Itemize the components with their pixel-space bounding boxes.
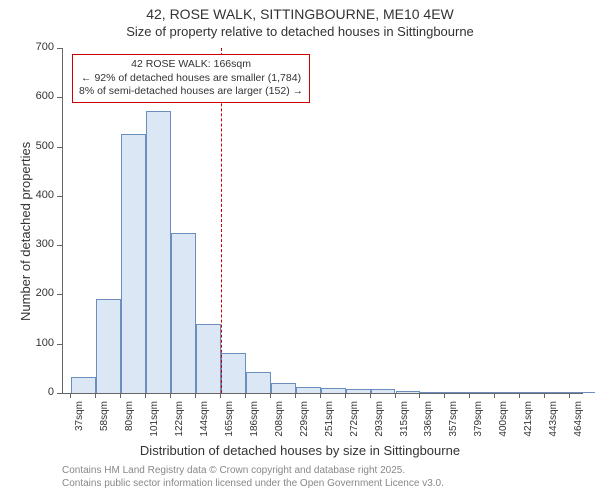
histogram-bar [196,324,221,393]
x-tick [120,393,121,398]
x-tick-label: 464sqm [573,401,584,451]
y-tick-label: 400 [24,189,54,201]
x-tick-label: 208sqm [274,401,285,451]
x-tick-label: 293sqm [374,401,385,451]
x-tick-label: 101sqm [149,401,160,451]
y-tick [57,97,62,98]
x-tick-label: 37sqm [74,401,85,451]
x-tick [195,393,196,398]
annotation-line: 8% of semi-detached houses are larger (1… [79,85,303,99]
y-tick [57,294,62,295]
y-tick [57,245,62,246]
y-tick-label: 700 [24,41,54,53]
x-tick [519,393,520,398]
x-tick [95,393,96,398]
x-tick-label: 144sqm [199,401,210,451]
x-tick [494,393,495,398]
histogram-bar [346,389,371,393]
x-tick [469,393,470,398]
histogram-bar [321,388,346,393]
annotation-box: 42 ROSE WALK: 166sqm← 92% of detached ho… [72,54,310,103]
x-tick-label: 165sqm [224,401,235,451]
histogram-bar [420,392,445,393]
x-tick-label: 400sqm [498,401,509,451]
histogram-bar [396,391,421,393]
x-tick-label: 357sqm [448,401,459,451]
histogram-bar [371,389,396,393]
x-tick [270,393,271,398]
x-tick-label: 336sqm [423,401,434,451]
x-tick [395,393,396,398]
histogram-bar [96,299,121,393]
x-tick [444,393,445,398]
x-tick [370,393,371,398]
histogram-bar [121,134,146,393]
histogram-bar [520,392,545,393]
y-tick-label: 600 [24,90,54,102]
x-tick-label: 80sqm [124,401,135,451]
x-tick [170,393,171,398]
x-tick [544,393,545,398]
x-tick [245,393,246,398]
x-tick [145,393,146,398]
histogram-bar [271,383,296,393]
x-tick [320,393,321,398]
y-tick [57,344,62,345]
x-tick-label: 229sqm [299,401,310,451]
y-tick [57,393,62,394]
x-tick [220,393,221,398]
annotation-line: ← 92% of detached houses are smaller (1,… [79,72,303,86]
x-tick [295,393,296,398]
x-tick-label: 315sqm [399,401,410,451]
x-tick [569,393,570,398]
y-tick-label: 500 [24,140,54,152]
x-tick-label: 443sqm [548,401,559,451]
x-tick-label: 421sqm [523,401,534,451]
y-tick [57,48,62,49]
x-tick-label: 186sqm [249,401,260,451]
x-tick [419,393,420,398]
x-tick-label: 251sqm [324,401,335,451]
x-tick [70,393,71,398]
annotation-line: 42 ROSE WALK: 166sqm [79,58,303,72]
histogram-bar [495,392,520,393]
y-tick-label: 0 [24,386,54,398]
histogram-bar [296,387,321,393]
y-tick-label: 100 [24,337,54,349]
x-tick-label: 272sqm [349,401,360,451]
y-tick [57,147,62,148]
chart-title-line1: 42, ROSE WALK, SITTINGBOURNE, ME10 4EW [0,6,600,22]
histogram-bar [470,392,495,393]
x-tick-label: 122sqm [174,401,185,451]
footer-line1: Contains HM Land Registry data © Crown c… [62,465,405,476]
histogram-bar [71,377,96,393]
histogram-bar [146,111,171,393]
x-tick [345,393,346,398]
histogram-bar [445,392,470,393]
histogram-bar [221,353,246,393]
y-tick-label: 200 [24,287,54,299]
x-tick-label: 379sqm [473,401,484,451]
histogram-bar [545,392,570,393]
histogram-bar [171,233,196,393]
y-tick [57,196,62,197]
histogram-bar [570,392,595,393]
footer-line2: Contains public sector information licen… [62,478,444,489]
histogram-chart: 42, ROSE WALK, SITTINGBOURNE, ME10 4EW S… [0,0,600,500]
y-tick-label: 300 [24,238,54,250]
histogram-bar [246,372,271,393]
x-tick-label: 58sqm [99,401,110,451]
chart-title-line2: Size of property relative to detached ho… [0,24,600,39]
